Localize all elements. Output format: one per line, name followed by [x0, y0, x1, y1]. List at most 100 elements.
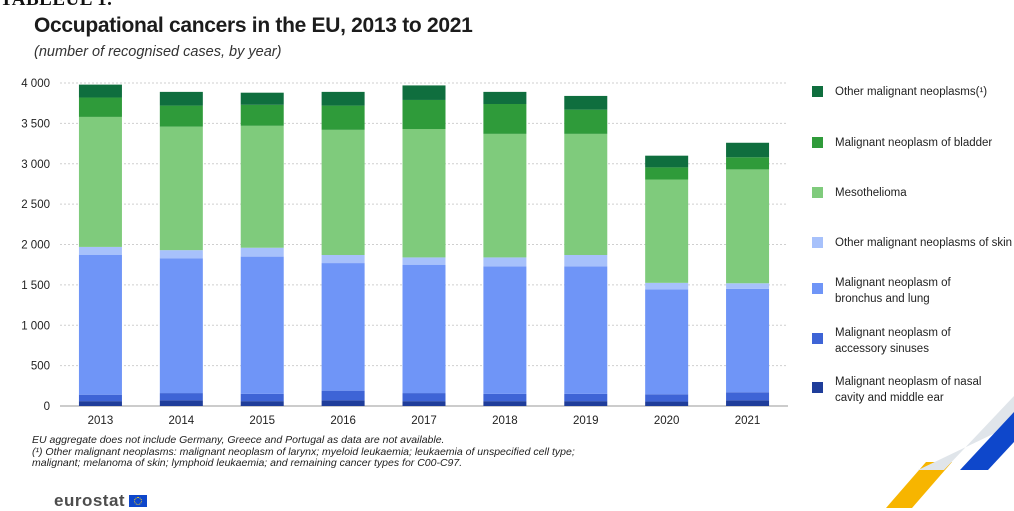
legend-label: Malignant neoplasm of [835, 327, 952, 339]
footnotes: EU aggregate does not include Germany, G… [32, 434, 592, 470]
bar-segment [726, 169, 770, 284]
bars [78, 84, 770, 406]
bar-segment [321, 254, 365, 264]
bar-segment [321, 91, 365, 106]
footnote-line: EU aggregate does not include Germany, G… [32, 434, 445, 446]
bar-segment [564, 95, 608, 110]
y-tick-label: 1 500 [21, 280, 50, 292]
bar-segment [483, 393, 527, 402]
eu-flag-icon [129, 495, 148, 507]
bar-segment [483, 401, 527, 406]
legend-label: Other malignant neoplasms of skin [835, 237, 1012, 249]
x-tick-label: 2020 [654, 415, 680, 427]
y-tick-label: 1 000 [21, 320, 50, 332]
bar-segment [645, 394, 689, 402]
bar-segment [240, 104, 284, 126]
x-tick-label: 2013 [88, 415, 114, 427]
bar-segment [159, 250, 203, 259]
y-tick-label: 2 000 [21, 240, 50, 252]
bar-segment [726, 400, 770, 406]
bar-segment [726, 157, 770, 170]
eurostat-logo: eurostat [54, 491, 148, 511]
y-tick-label: 3 000 [21, 159, 50, 171]
legend-swatch [812, 382, 823, 393]
bar-segment [645, 289, 689, 395]
bar-segment [159, 91, 203, 106]
bar-segment [240, 125, 284, 248]
bar-segment [402, 264, 446, 394]
bar-segment [645, 155, 689, 168]
bar-segment [645, 282, 689, 290]
bar-segment [78, 116, 122, 247]
legend-label: Malignant neoplasm of nasal [835, 376, 981, 388]
y-axis-ticks: 0 500 1 000 1 500 2 000 2 500 3 000 3 500 4 000 [21, 78, 50, 413]
bar-segment [726, 392, 770, 401]
legend-label: Malignant neoplasm of bladder [835, 137, 992, 149]
bar-segment [483, 257, 527, 267]
bar-segment [240, 256, 284, 394]
bar-segment [645, 401, 689, 406]
bar-segment [159, 105, 203, 127]
bar-segment [564, 254, 608, 267]
y-tick-label: 2 500 [21, 199, 50, 211]
legend-label: Malignant neoplasm of [835, 277, 952, 289]
bar-segment [240, 401, 284, 406]
x-axis-ticks: 2013 2014 2015 2016 2017 2018 2019 2020 2021 [88, 415, 761, 427]
x-tick-label: 2019 [573, 415, 599, 427]
legend-swatch [812, 333, 823, 344]
legend-swatch [812, 237, 823, 248]
bar-segment [240, 247, 284, 257]
bar-segment [402, 85, 446, 100]
chart-subtitle: (number of recognised cases, by year) [34, 44, 282, 60]
footnote-line: (¹) Other malignant neoplasms: malignant… [32, 445, 575, 458]
bar-segment [402, 99, 446, 130]
x-tick-label: 2021 [735, 415, 761, 427]
bar-segment [402, 393, 446, 402]
y-tick-label: 4 000 [21, 78, 50, 90]
bar-segment [564, 393, 608, 402]
legend: Other malignant neoplasms(¹) Malignant ne… [812, 86, 1012, 404]
footnote-line: malignant; melanoma of skin; lymphoid le… [32, 457, 463, 469]
y-tick-label: 0 [44, 401, 50, 413]
eurostat-decoration [886, 396, 1014, 508]
bar-segment [645, 167, 689, 180]
bar-segment [564, 266, 608, 394]
bar-segment [159, 258, 203, 394]
bar-segment [726, 283, 770, 289]
bar-segment [402, 257, 446, 265]
bar-segment [78, 84, 122, 98]
bar-segment [159, 126, 203, 251]
x-tick-label: 2017 [411, 415, 437, 427]
x-tick-label: 2015 [249, 415, 275, 427]
bar-segment [645, 179, 689, 283]
eurostat-logo-text: eurostat [54, 491, 126, 510]
bar-segment [321, 390, 365, 401]
legend-swatch [812, 137, 823, 148]
legend-label: accessory sinuses [835, 343, 929, 355]
legend-swatch [812, 187, 823, 198]
bar-segment [240, 393, 284, 402]
bar-segment [321, 129, 365, 255]
bar-segment [78, 394, 122, 402]
bar-segment [564, 133, 608, 255]
legend-label: bronchus and lung [835, 293, 930, 305]
decor-stripe-yellow [886, 462, 952, 508]
bar-segment [78, 246, 122, 255]
bar-segment [402, 129, 446, 258]
bar-segment [726, 288, 770, 393]
legend-swatch [812, 283, 823, 294]
bar-segment [321, 400, 365, 406]
decor-stripe-blue [960, 412, 1014, 470]
bar-segment [483, 266, 527, 394]
bar-segment [78, 401, 122, 406]
y-tick-label: 3 500 [21, 118, 50, 130]
bar-segment [159, 393, 203, 401]
bar-segment [240, 92, 284, 105]
bar-segment [726, 142, 770, 158]
bar-segment [564, 401, 608, 406]
header-fragment: TABLEUL 1. [0, 0, 112, 11]
legend-label: Other malignant neoplasms(¹) [835, 86, 987, 98]
x-tick-label: 2014 [169, 415, 195, 427]
bar-segment [78, 97, 122, 117]
